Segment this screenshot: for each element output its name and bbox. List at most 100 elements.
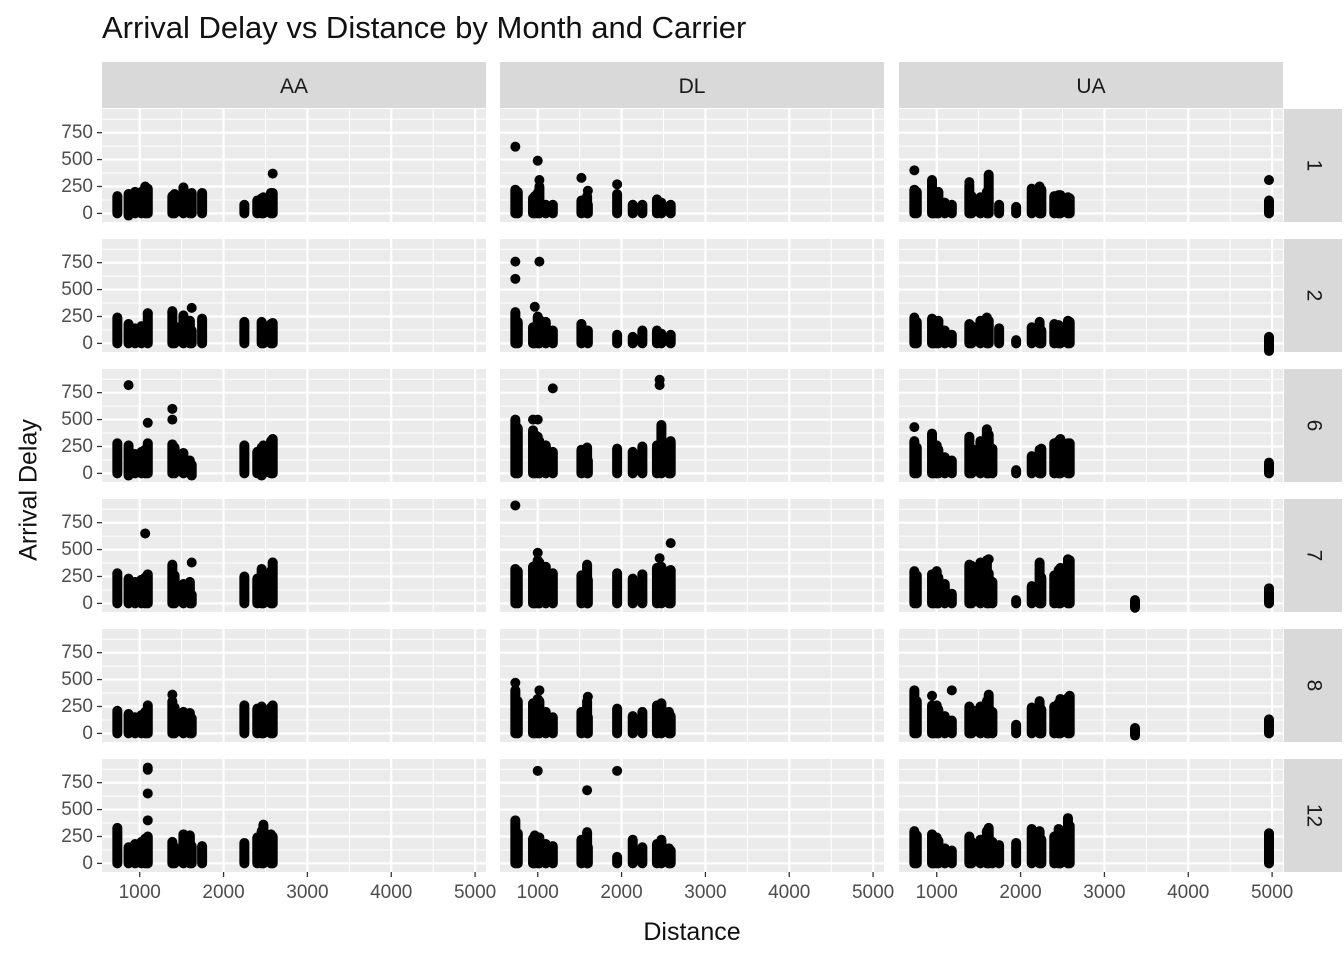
point-cluster (1026, 451, 1037, 479)
y-tick-label: 0 (82, 463, 93, 484)
point-cluster (1055, 562, 1066, 609)
point-cluster (1064, 820, 1075, 869)
point-cluster (627, 446, 638, 479)
panel-background (102, 759, 486, 872)
y-axis-title: Arrival Delay (15, 419, 43, 561)
x-tick-label: 5000 (852, 882, 894, 903)
data-point (178, 182, 189, 193)
point-cluster (547, 712, 558, 739)
y-tick-label: 250 (61, 696, 93, 717)
facet-strip-month-7 (1284, 499, 1342, 612)
point-cluster (911, 316, 922, 349)
data-point (1263, 175, 1274, 186)
point-cluster (1011, 335, 1022, 349)
point-cluster (1055, 433, 1066, 479)
point-cluster (197, 187, 208, 219)
point-cluster (582, 574, 593, 609)
point-cluster (512, 423, 523, 479)
facet-strip-month-6 (1284, 369, 1342, 482)
point-cluster (911, 442, 922, 479)
point-cluster (1036, 704, 1047, 739)
point-cluster (169, 842, 180, 869)
data-point (186, 302, 197, 313)
panel-background (500, 239, 884, 352)
panel-background (102, 239, 486, 352)
point-cluster (946, 199, 957, 219)
panel-background (500, 759, 884, 872)
data-point (654, 553, 665, 564)
panel-background (899, 759, 1283, 872)
point-cluster (1055, 826, 1066, 869)
data-point (532, 155, 543, 166)
point-cluster (994, 840, 1005, 869)
point-cluster (911, 696, 922, 739)
point-cluster (911, 186, 922, 219)
point-cluster (1011, 201, 1022, 219)
point-cluster (547, 841, 558, 869)
panel-UA-1 (909, 165, 1274, 219)
data-point (927, 690, 938, 701)
data-point (582, 691, 593, 702)
point-cluster (512, 828, 523, 869)
point-cluster (1026, 823, 1037, 869)
point-cluster (512, 316, 523, 349)
point-cluster (169, 570, 180, 609)
y-tick-label: 750 (61, 382, 93, 403)
data-point (1062, 813, 1073, 824)
point-cluster (582, 199, 593, 219)
point-cluster (239, 571, 250, 609)
point-cluster (1011, 719, 1022, 739)
x-tick-label: 4000 (370, 882, 412, 903)
panel-DL-8 (510, 677, 676, 739)
data-point (267, 168, 278, 179)
data-point (510, 677, 521, 688)
point-cluster (112, 438, 123, 479)
point-cluster (582, 325, 593, 349)
y-tick-label: 500 (61, 149, 93, 170)
x-tick-label: 4000 (768, 882, 810, 903)
point-cluster (987, 706, 998, 739)
point-cluster (1263, 828, 1274, 869)
point-cluster (1011, 837, 1022, 869)
point-cluster (186, 187, 197, 219)
y-tick-label: 500 (61, 409, 93, 430)
point-cluster (627, 573, 638, 609)
panel-background (899, 369, 1283, 482)
data-point (534, 175, 545, 186)
facet-strip-label: 6 (1302, 420, 1325, 432)
point-cluster (1026, 581, 1037, 609)
point-cluster (966, 560, 977, 609)
point-cluster (911, 570, 922, 609)
data-point (964, 177, 975, 188)
y-tick-label: 750 (61, 252, 93, 273)
x-tick-label: 2000 (600, 882, 642, 903)
facet-strip-month-12 (1284, 759, 1342, 872)
data-point (576, 319, 587, 330)
point-cluster (1055, 693, 1066, 739)
x-tick-label: 2000 (202, 882, 244, 903)
point-cluster (186, 459, 197, 481)
data-point (532, 414, 543, 425)
point-cluster (142, 308, 153, 349)
point-cluster (582, 455, 593, 479)
point-cluster (612, 703, 623, 739)
panel-background (899, 109, 1283, 222)
point-cluster (142, 831, 153, 869)
facet-strip-UA (899, 62, 1283, 108)
panel-background (102, 629, 486, 742)
panel-AA-1 (112, 168, 278, 221)
data-point (582, 785, 593, 796)
point-cluster (267, 433, 278, 479)
point-cluster (186, 841, 197, 869)
point-cluster (186, 325, 197, 349)
point-cluster (966, 443, 977, 479)
x-tick-label: 2000 (999, 882, 1041, 903)
point-cluster (547, 325, 558, 349)
facet-strip-label: UA (1076, 75, 1105, 98)
point-cluster (665, 436, 676, 479)
point-cluster (1263, 714, 1274, 739)
point-cluster (239, 837, 250, 869)
point-cluster (547, 568, 558, 609)
x-tick-label: 1000 (916, 882, 958, 903)
panel-UA-2 (909, 312, 1274, 356)
